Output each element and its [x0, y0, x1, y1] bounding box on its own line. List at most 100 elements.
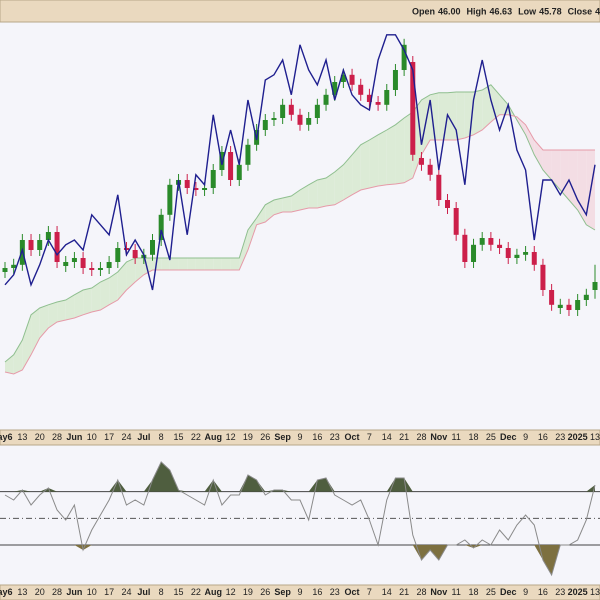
x-tick-label: 9 [523, 432, 528, 442]
x-tick-label: 20 [35, 587, 45, 597]
candle-body [375, 102, 381, 105]
x-tick-label: 26 [260, 587, 270, 597]
cloud-fill [378, 130, 387, 186]
candle-body [280, 104, 286, 118]
x-tick-label: Jun [66, 587, 82, 597]
candle-body [115, 248, 121, 262]
x-tick-label: 22 [191, 587, 201, 597]
x-tick-label: 25 [486, 587, 496, 597]
cloud-fill [109, 272, 118, 305]
x-tick-label: Nov [430, 587, 447, 597]
x-tick-label: 15 [174, 432, 184, 442]
x-tick-label: 13 [17, 432, 27, 442]
oversold-fill [5, 545, 595, 575]
x-tick-label: ay6 [0, 587, 13, 597]
candle-body [63, 262, 69, 266]
cloud-fill [326, 172, 335, 206]
x-tick-label: Oct [345, 587, 360, 597]
x-tick-label: 9 [297, 432, 302, 442]
cloud-fill [360, 140, 370, 190]
x-tick-label: 21 [399, 587, 409, 597]
x-tick-label: 24 [121, 587, 131, 597]
candle-body [436, 174, 442, 200]
candle-body [71, 258, 77, 262]
cloud-fill [438, 92, 448, 140]
cloud-fill [31, 308, 40, 355]
candle-body [340, 74, 346, 82]
x-tick-label: 18 [469, 432, 479, 442]
x-tick-label: 16 [312, 432, 322, 442]
cloud-fill [291, 190, 300, 212]
cloud-fill [204, 258, 214, 270]
cloud-fill [83, 288, 92, 315]
candle-body [514, 254, 520, 258]
candle-body [418, 158, 424, 165]
cloud-fill [247, 218, 257, 250]
cloud-fill [352, 144, 361, 195]
header-value: 46.63 [490, 6, 513, 16]
x-tick-label: Jul [137, 587, 150, 597]
candle-body [583, 294, 589, 300]
candle-body [297, 114, 303, 125]
candle-body [245, 144, 251, 165]
oscillator-line [4, 461, 596, 577]
candle-body [523, 252, 529, 255]
cloud-fill [490, 84, 500, 122]
candle-body [11, 264, 17, 268]
candle-body [410, 62, 416, 155]
cloud-fill [473, 90, 483, 135]
candle-body [488, 238, 494, 245]
candle-body [132, 250, 138, 258]
overbought-fill [5, 462, 595, 492]
cloud-fill [317, 178, 327, 208]
candle-body [150, 240, 155, 255]
x-tick-label: ay6 [0, 432, 13, 442]
x-tick-label: 2025 [568, 587, 588, 597]
x-tick-label: 17 [104, 432, 114, 442]
cloud-fill [369, 134, 379, 188]
x-tick-label: 25 [486, 432, 496, 442]
x-tick-label: Sep [274, 432, 291, 442]
candle-body [271, 118, 277, 120]
x-tick-label: 10 [87, 587, 97, 597]
header-label: Low [518, 6, 537, 16]
candle-body [202, 188, 208, 190]
candle-body [445, 200, 450, 208]
candle-body [210, 170, 216, 188]
candle-body [479, 238, 485, 245]
candle-body [349, 74, 355, 85]
cloud-fill [213, 258, 222, 270]
x-tick-label: 28 [52, 587, 62, 597]
cloud-fill [169, 258, 179, 270]
cloud-fill [525, 124, 535, 155]
x-tick-label: 8 [159, 432, 164, 442]
price-line [4, 34, 596, 291]
x-tick-label: 10 [87, 432, 97, 442]
candle-body [540, 264, 546, 290]
x-tick-label: 19 [243, 587, 253, 597]
x-tick-label: 28 [416, 432, 426, 442]
cloud-fill [161, 258, 170, 270]
header-label: Open [412, 6, 435, 16]
candle-body [106, 262, 112, 268]
candle-body [401, 44, 407, 70]
candle-body [306, 118, 312, 125]
cloud-fill [100, 278, 110, 310]
x-tick-label: 13 [17, 587, 27, 597]
x-tick-label: Dec [500, 587, 517, 597]
x-tick-label: 23 [555, 432, 565, 442]
cloud-fill [256, 204, 266, 225]
x-tick-label: 23 [330, 587, 340, 597]
candle-body [2, 268, 8, 272]
cloud-fill [282, 196, 292, 212]
cloud-fill [187, 258, 196, 270]
candle-body [80, 258, 86, 268]
cloud-fill [300, 184, 309, 210]
cloud-fill [273, 198, 283, 215]
x-tick-label: 9 [297, 587, 302, 597]
candle-body [462, 234, 468, 262]
axes: ay6 ay6 13 13 20 20 28 28 Jun Jun 10 10 17 17 24 24 Jul J… [0, 432, 600, 597]
x-tick-label: Nov [430, 432, 447, 442]
